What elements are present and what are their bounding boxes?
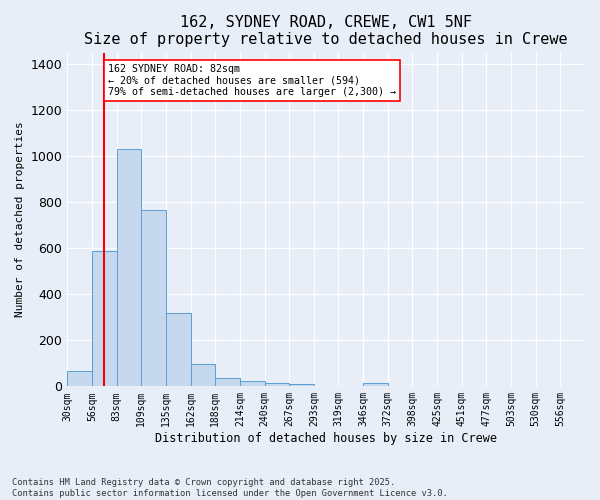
Bar (116, 150, 141, 386)
Bar (141, 210, 166, 386)
X-axis label: Distribution of detached houses by size in Crewe: Distribution of detached houses by size … (155, 432, 497, 445)
Bar (215, 378, 240, 386)
Text: Contains HM Land Registry data © Crown copyright and database right 2025.
Contai: Contains HM Land Registry data © Crown c… (12, 478, 448, 498)
Bar (67, 372, 92, 386)
Title: 162, SYDNEY ROAD, CREWE, CW1 5NF
Size of property relative to detached houses in: 162, SYDNEY ROAD, CREWE, CW1 5NF Size of… (85, 15, 568, 48)
Bar (289, 384, 314, 386)
Text: 162 SYDNEY ROAD: 82sqm
← 20% of detached houses are smaller (594)
79% of semi-de: 162 SYDNEY ROAD: 82sqm ← 20% of detached… (108, 64, 396, 98)
Bar (265, 383, 289, 386)
Bar (240, 380, 265, 386)
Bar (363, 383, 388, 386)
Bar (92, 250, 116, 386)
Bar (191, 364, 215, 386)
Bar (166, 312, 191, 386)
Y-axis label: Number of detached properties: Number of detached properties (15, 122, 25, 318)
